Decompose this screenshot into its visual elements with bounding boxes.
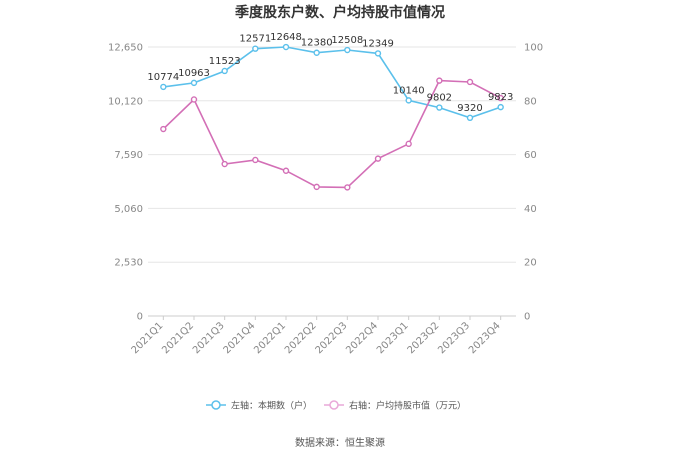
data-point[interactable] bbox=[252, 45, 259, 52]
data-point[interactable] bbox=[160, 125, 167, 133]
data-point[interactable] bbox=[313, 49, 320, 56]
data-label: 9802 bbox=[427, 93, 452, 104]
left-axis-tick: 5,060 bbox=[114, 204, 143, 215]
series-line-avg-holding-value bbox=[162, 79, 502, 189]
data-point[interactable] bbox=[466, 114, 474, 122]
legend[interactable]: 左轴：本期数（户） 右轴：户均持股市值（万元） bbox=[206, 400, 466, 412]
data-point[interactable] bbox=[344, 46, 351, 54]
left-axis-tick: 12,650 bbox=[108, 43, 143, 54]
x-axis-tick: 2021Q2 bbox=[160, 320, 196, 356]
right-axis-tick: 0 bbox=[524, 312, 530, 323]
x-axis-tick: 2023Q1 bbox=[375, 320, 411, 356]
data-label: 11523 bbox=[209, 56, 241, 67]
legend-item-right-series[interactable]: 右轴：户均持股市值（万元） bbox=[324, 400, 466, 412]
series-line-households bbox=[163, 46, 501, 119]
data-label: 12648 bbox=[270, 32, 302, 43]
data-source: 数据来源：恒生聚源 bbox=[295, 436, 385, 449]
left-axis-tick: 0 bbox=[137, 312, 143, 323]
data-point[interactable] bbox=[190, 96, 198, 103]
x-axis-tick: 2023Q2 bbox=[406, 320, 442, 356]
grid bbox=[148, 46, 516, 317]
data-point[interactable] bbox=[252, 156, 259, 164]
right-axis-tick: 40 bbox=[524, 204, 537, 215]
right-axis-tick: 20 bbox=[524, 258, 537, 269]
x-axis-tick: 2022Q3 bbox=[314, 320, 350, 356]
x-axis-tick: 2022Q2 bbox=[283, 320, 319, 356]
data-label: 12508 bbox=[331, 35, 363, 46]
x-axis-tick: 2021Q3 bbox=[191, 320, 227, 356]
data-point[interactable] bbox=[221, 67, 228, 75]
data-point[interactable] bbox=[190, 79, 198, 87]
x-axis-tick: 2023Q3 bbox=[436, 320, 472, 356]
legend-label-left-series: 左轴：本期数（户） bbox=[231, 400, 312, 412]
data-point[interactable] bbox=[374, 155, 382, 162]
data-point[interactable] bbox=[466, 78, 474, 86]
axes: 0 2,530 5,060 7,590 10,120 12,650 0 20 40 60 80 100… bbox=[108, 43, 543, 357]
left-axis-tick: 10,120 bbox=[108, 96, 143, 107]
left-axis-tick: 7,590 bbox=[114, 150, 143, 161]
data-label: 12571 bbox=[239, 34, 271, 45]
data-label: 12349 bbox=[362, 38, 394, 49]
data-label: 9823 bbox=[488, 92, 513, 103]
x-axis-tick: 2023Q4 bbox=[467, 320, 503, 356]
data-point[interactable] bbox=[436, 104, 443, 111]
data-point[interactable] bbox=[405, 97, 412, 104]
right-axis-tick: 80 bbox=[524, 96, 537, 107]
x-axis-tick: 2022Q4 bbox=[344, 320, 380, 356]
data-label: 9320 bbox=[457, 103, 482, 114]
x-axis-tick: 2022Q1 bbox=[252, 320, 288, 356]
data-label: 12380 bbox=[301, 38, 333, 49]
left-axis-tick: 2,530 bbox=[114, 258, 143, 269]
data-point[interactable] bbox=[436, 77, 443, 84]
x-axis-tick: 2021Q4 bbox=[222, 320, 258, 356]
data-label: 10963 bbox=[178, 68, 210, 79]
data-point[interactable] bbox=[497, 103, 504, 111]
legend-item-left-series[interactable]: 左轴：本期数（户） bbox=[206, 400, 312, 412]
data-point[interactable] bbox=[374, 50, 382, 57]
series bbox=[160, 43, 504, 191]
x-axis-tick: 2021Q1 bbox=[130, 320, 166, 356]
data-point[interactable] bbox=[282, 43, 290, 51]
data-point[interactable] bbox=[160, 83, 167, 91]
chart-title: 季度股东户数、户均持股市值情况 bbox=[234, 4, 445, 21]
data-point[interactable] bbox=[344, 184, 351, 191]
data-point[interactable] bbox=[221, 160, 228, 168]
right-axis-tick: 100 bbox=[524, 43, 543, 54]
data-point[interactable] bbox=[282, 167, 290, 174]
data-point[interactable] bbox=[313, 183, 320, 191]
data-point[interactable] bbox=[497, 94, 504, 102]
data-label: 10774 bbox=[147, 72, 179, 83]
right-axis-tick: 60 bbox=[524, 150, 537, 161]
legend-label-right-series: 右轴：户均持股市值（万元） bbox=[349, 400, 466, 412]
data-label: 10140 bbox=[393, 85, 425, 96]
data-point[interactable] bbox=[405, 140, 412, 148]
